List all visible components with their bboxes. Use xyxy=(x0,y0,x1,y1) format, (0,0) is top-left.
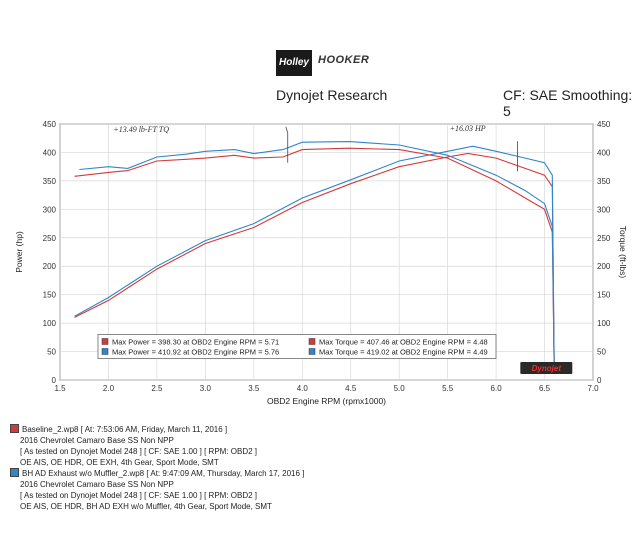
dynojet-watermark-bg xyxy=(520,362,573,374)
x-tick-label: 2.0 xyxy=(103,384,115,393)
series-line-2 xyxy=(74,147,555,369)
legend-label: Max Power = 410.92 at OBD2 Engine RPM = … xyxy=(112,347,279,356)
y-right-tick-label: 450 xyxy=(597,120,611,129)
x-tick-label: 6.0 xyxy=(491,384,503,393)
x-tick-label: 4.5 xyxy=(345,384,357,393)
y-left-tick-label: 400 xyxy=(43,148,57,157)
y-left-axis-label: Power (hp) xyxy=(14,231,24,273)
series-line-0 xyxy=(74,152,555,369)
y-left-tick-label: 250 xyxy=(43,234,57,243)
y-right-tick-label: 150 xyxy=(597,291,611,300)
y-right-tick-label: 250 xyxy=(597,234,611,243)
dynojet-watermark: Dynojet xyxy=(532,364,562,373)
y-right-tick-label: 200 xyxy=(597,262,611,271)
y-right-tick-label: 400 xyxy=(597,148,611,157)
x-tick-label: 3.5 xyxy=(248,384,260,393)
y-left-tick-label: 50 xyxy=(47,348,56,357)
legend-swatch xyxy=(101,348,109,355)
y-right-tick-label: 0 xyxy=(597,376,602,385)
y-left-tick-label: 450 xyxy=(43,120,57,129)
y-left-tick-label: 300 xyxy=(43,205,57,214)
run-info-baseline: Baseline_2.wp8 [ At: 7:53:06 AM, Friday,… xyxy=(10,424,304,468)
legend-swatch xyxy=(308,348,316,355)
run-info-list: Baseline_2.wp8 [ At: 7:53:06 AM, Friday,… xyxy=(10,424,304,512)
run-config-line: OE AIS, OE HDR, OE EXH, 4th Gear, Sport … xyxy=(20,458,219,467)
y-left-tick-label: 150 xyxy=(43,291,57,300)
hooker-logo: HOOKER xyxy=(318,54,370,66)
run-info-exhaust: BH AD Exhaust w/o Muffler_2.wp8 [ At: 9:… xyxy=(10,468,304,512)
annotation-torque-gain: +13.49 lb-FT TQ xyxy=(113,125,169,134)
x-tick-label: 5.5 xyxy=(442,384,454,393)
run-test-line: [ As tested on Dynojet Model 248 ] [ CF:… xyxy=(20,491,257,500)
run-test-line: [ As tested on Dynojet Model 248 ] [ CF:… xyxy=(20,447,257,456)
run-file-line: BH AD Exhaust w/o Muffler_2.wp8 [ At: 9:… xyxy=(22,469,305,478)
report-title: Dynojet Research xyxy=(276,87,388,103)
annotation-arrow xyxy=(285,126,289,133)
series-line-1 xyxy=(74,145,555,369)
run-file-line: Baseline_2.wp8 [ At: 7:53:06 AM, Friday,… xyxy=(22,425,228,434)
legend-label: Max Torque = 419.02 at OBD2 Engine RPM =… xyxy=(319,347,488,356)
annotation-power-gain: +16.03 HP xyxy=(450,124,486,133)
x-tick-label: 1.5 xyxy=(54,384,66,393)
run-color-swatch xyxy=(10,468,19,477)
y-left-tick-label: 100 xyxy=(43,319,57,328)
x-tick-label: 6.5 xyxy=(539,384,551,393)
y-right-tick-label: 300 xyxy=(597,205,611,214)
legend-swatch xyxy=(308,338,316,345)
y-right-tick-label: 100 xyxy=(597,319,611,328)
series-line-3 xyxy=(79,141,555,369)
run-color-swatch xyxy=(10,424,19,433)
y-right-axis-label: Torque (ft-lbs) xyxy=(618,226,628,279)
legend-label: Max Torque = 407.46 at OBD2 Engine RPM =… xyxy=(319,337,488,346)
y-left-tick-label: 350 xyxy=(43,177,57,186)
y-right-tick-label: 50 xyxy=(597,348,606,357)
run-config-line: OE AIS, OE HDR, BH AD EXH w/o Muffler, 4… xyxy=(20,502,272,511)
legend-label: Max Power = 398.30 at OBD2 Engine RPM = … xyxy=(112,337,279,346)
legend-swatch xyxy=(101,338,109,345)
holley-logo: Holley xyxy=(276,50,312,76)
y-right-tick-label: 350 xyxy=(597,177,611,186)
legend-box xyxy=(97,334,497,359)
dyno-chart: 1.5 2.0 2.5 3.0 3.5 4.0 4.5 5.0 5.5 6.0 6.5 7.00501… xyxy=(14,120,628,406)
x-tick-label: 3.0 xyxy=(200,384,212,393)
run-vehicle-line: 2016 Chevrolet Camaro Base SS Non NPP xyxy=(20,480,174,489)
y-left-tick-label: 200 xyxy=(43,262,57,271)
correction-factor-label: CF: SAE Smoothing: 5 xyxy=(503,87,633,119)
x-tick-label: 4.0 xyxy=(297,384,309,393)
x-tick-label: 7.0 xyxy=(587,384,599,393)
x-tick-label: 5.0 xyxy=(394,384,406,393)
x-axis-label: OBD2 Engine RPM (rpmx1000) xyxy=(267,396,386,406)
y-left-tick-label: 0 xyxy=(52,376,57,385)
x-tick-label: 2.5 xyxy=(151,384,163,393)
run-vehicle-line: 2016 Chevrolet Camaro Base SS Non NPP xyxy=(20,436,174,445)
